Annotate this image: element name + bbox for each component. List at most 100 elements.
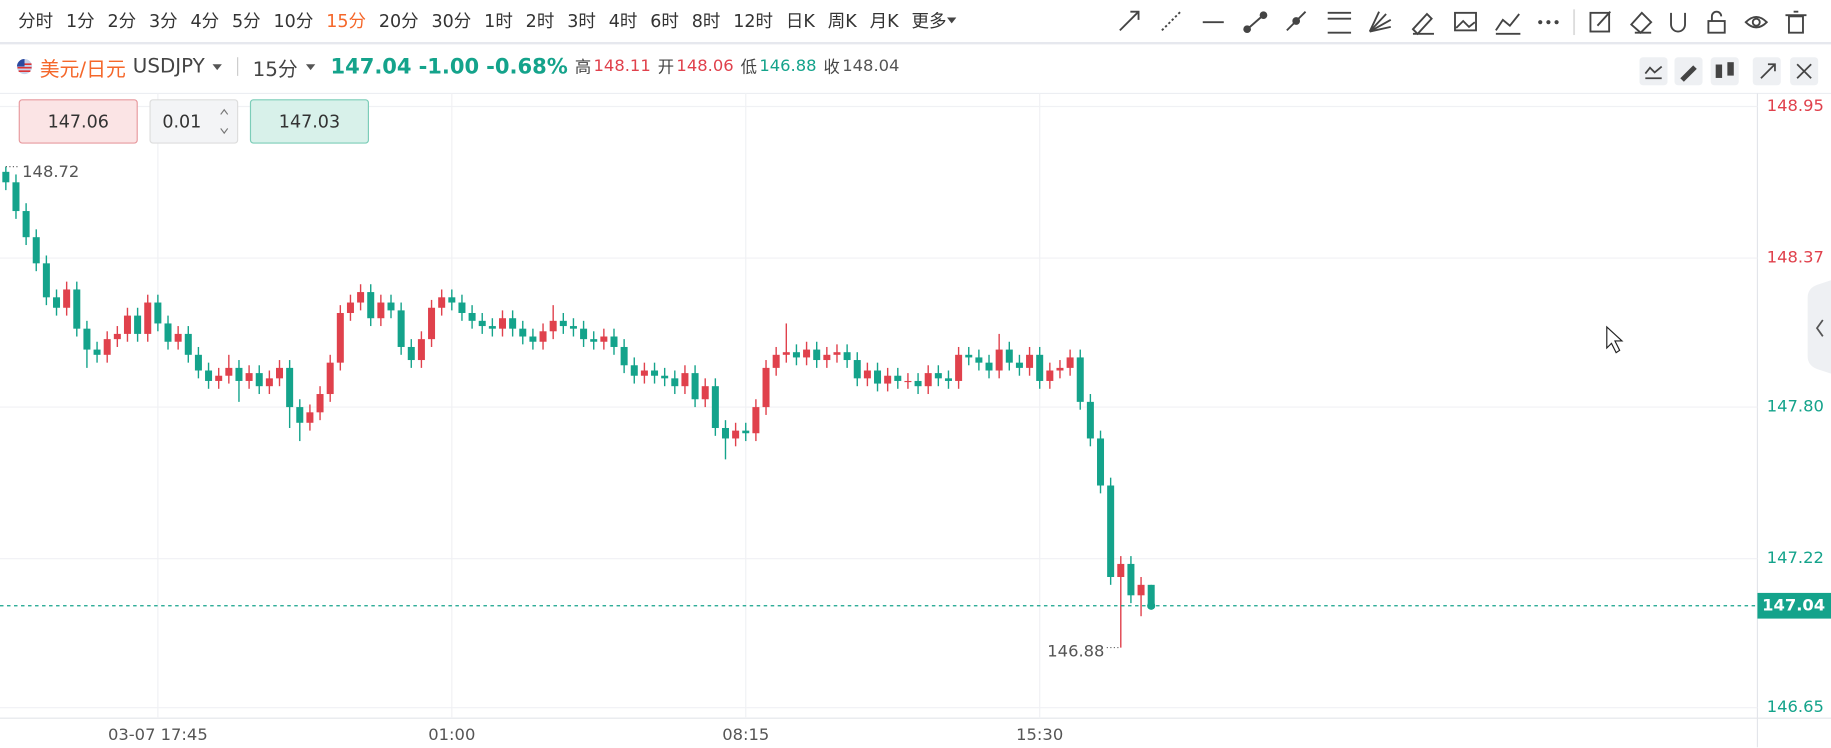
candle-body [417,339,425,361]
tool-icon[interactable] [1454,11,1477,32]
candle-body [803,349,811,358]
candle-body [1086,401,1094,439]
tool-icon[interactable] [1161,11,1182,32]
tool-icon[interactable] [1629,11,1653,34]
period-tab[interactable]: 分时 [18,9,54,31]
candle-body [661,375,669,379]
period-tab[interactable]: 3时 [567,9,596,31]
symbol-code[interactable]: USDJPY [132,54,205,79]
lot-size[interactable]: 0.01 [162,110,202,132]
candle-body [428,307,436,340]
candle-body [83,328,91,350]
period-tab[interactable]: 3分 [149,9,178,31]
button[interactable] [1710,57,1739,86]
period-tab[interactable]: 2时 [525,9,555,31]
candle-body [509,318,517,329]
stat-value: 146.88 [759,57,817,76]
tool-icon[interactable] [1411,12,1434,36]
candle-body [225,367,233,376]
candle-body [194,354,202,371]
candle-body [651,370,659,376]
y-tick-label: 148.37 [1767,248,1824,267]
tool-icon[interactable] [1707,10,1726,34]
period-tab[interactable]: 周K [827,9,857,31]
candle-body [276,367,284,379]
candle-body [944,378,952,381]
period-tab[interactable]: 15分 [326,9,367,31]
buy-price-button[interactable]: 147.03 [249,99,370,144]
tool-icon[interactable] [1327,11,1352,34]
x-tick-label: 03-07 17:45 [108,725,208,744]
more-menu[interactable]: 更多 [911,9,947,31]
candle-body [265,378,273,387]
dropdown-caret[interactable] [305,62,317,71]
period-tab[interactable]: 1分 [65,9,95,31]
y-tick-label: 147.80 [1767,397,1824,416]
tool-icon[interactable] [1538,20,1559,25]
candle-body [975,357,983,363]
period-tab[interactable]: 1时 [484,9,513,31]
period-tab[interactable]: 8时 [691,9,721,31]
period-tab[interactable]: 4分 [190,9,220,31]
candle-body [519,328,527,337]
stepper-arrows[interactable] [218,104,230,139]
y-tick-label: 147.22 [1767,548,1824,567]
tool-icon[interactable] [1368,11,1392,33]
tool-icon[interactable] [1286,11,1307,32]
candle-body [904,380,912,383]
period-tab[interactable]: 20分 [378,9,419,31]
x-tick-label: 15:30 [1016,725,1063,744]
period-tab[interactable]: 月K [869,9,899,31]
candle-body [367,292,375,319]
candle-body [42,263,50,298]
candle-body [610,336,618,347]
tool-icon[interactable] [1243,11,1268,34]
period-tab[interactable]: 5分 [232,9,261,31]
candle-body [113,333,121,340]
candle-body [235,367,243,381]
tool-icon[interactable] [1119,10,1140,32]
period-tab[interactable]: 2分 [107,9,137,31]
candle-body [782,352,790,355]
candle-body [620,346,628,366]
candle-body [316,394,324,413]
tool-icon[interactable] [1589,11,1611,33]
lot-stepper[interactable]: 0.01 [149,99,239,144]
last-price: 147.04 [330,54,412,79]
candle-body [63,289,71,308]
tool-icon[interactable] [1744,16,1769,29]
candle-body [245,373,253,381]
candle-body [1097,438,1105,486]
period-tab[interactable]: 日K [785,9,815,31]
candle-body [711,386,719,429]
period-tab[interactable]: 6时 [650,9,679,31]
period[interactable]: 15分 [252,57,298,82]
candle-body [336,312,344,363]
candle-body [488,326,496,329]
side-tab-icon[interactable] [1815,319,1824,337]
tool-icon[interactable] [1495,13,1521,35]
dropdown-caret[interactable] [212,62,224,71]
candle-body [296,407,304,423]
candle-body [498,318,507,329]
period-tab[interactable]: 4时 [608,9,638,31]
candle-body [1015,362,1023,368]
period-tab[interactable]: 10分 [273,9,314,31]
candle-body [985,362,993,371]
tool-icon[interactable] [1670,12,1686,33]
candle-body [580,328,588,340]
candle-body [600,336,608,342]
candle-body [1076,357,1084,402]
candle-body [823,354,831,361]
tool-icon[interactable] [1785,10,1807,34]
period-toolbar: 分时 1分 2分 3分 4分 5分 10分 15分 20分 30分 1时 2时 3时 4时 6时 8时 12时日… [12,0,956,40]
candle-body [549,320,557,332]
symbol-name[interactable]: 美元/日元 [39,57,126,82]
sell-price-button[interactable]: 147.06 [18,99,138,144]
candle-body [174,333,182,342]
period-tab[interactable]: 30分 [431,9,472,31]
dropdown-caret[interactable] [946,15,956,24]
candle-body [2,171,10,183]
period-tab[interactable]: 12时 [733,9,774,31]
candle-body [468,312,476,321]
